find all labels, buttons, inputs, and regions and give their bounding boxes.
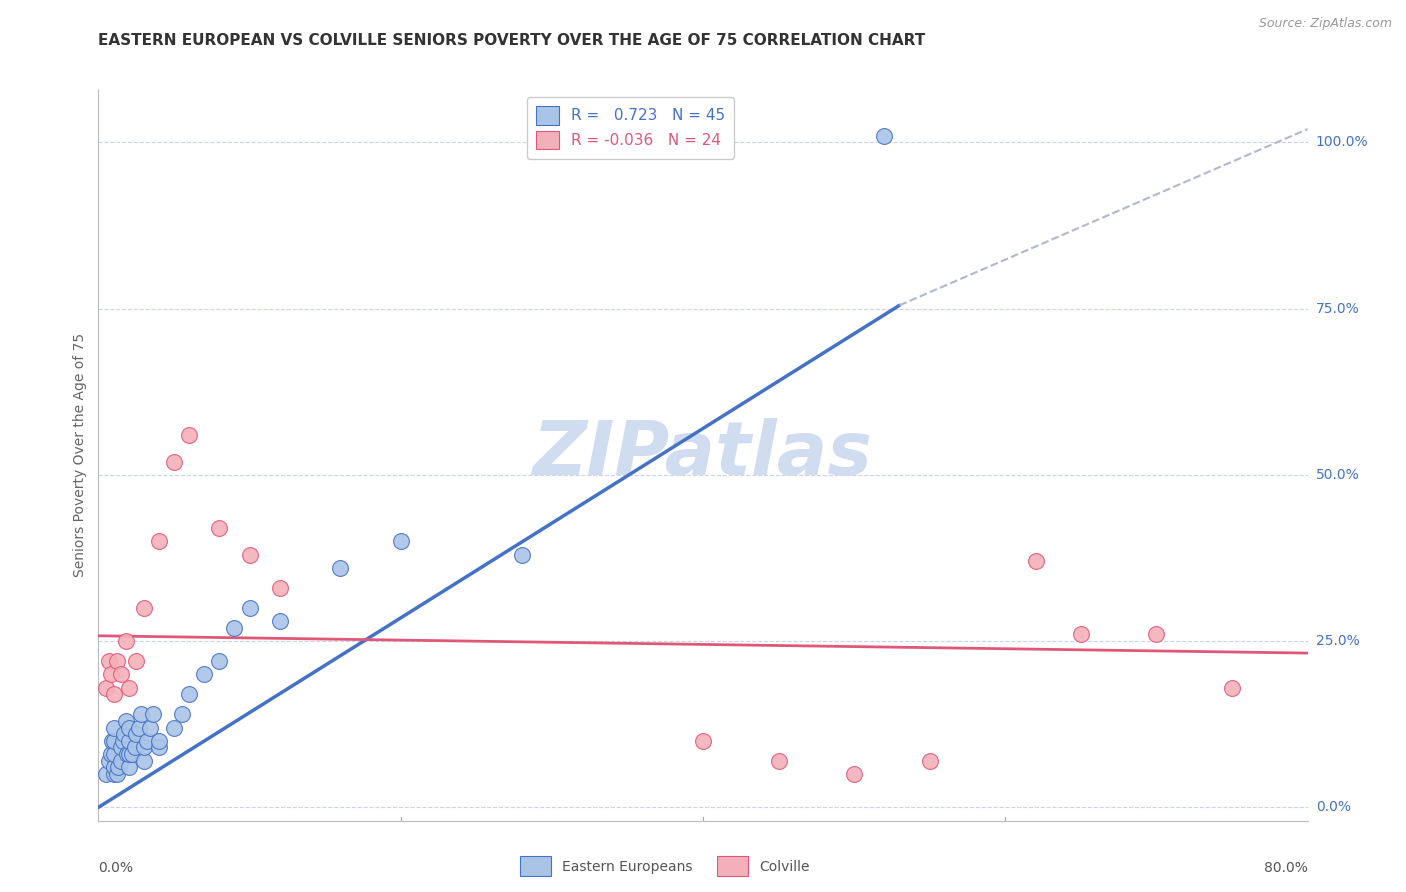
Point	[768, 754, 790, 768]
Legend: R =   0.723   N = 45, R = -0.036   N = 24: R = 0.723 N = 45, R = -0.036 N = 24	[527, 97, 734, 159]
Point	[121, 747, 143, 761]
Point	[124, 740, 146, 755]
Point	[1220, 681, 1243, 695]
Point	[139, 721, 162, 735]
Point	[163, 454, 186, 468]
Point	[177, 687, 201, 701]
Text: Eastern Europeans: Eastern Europeans	[562, 860, 693, 874]
Point	[148, 740, 170, 755]
Point	[118, 734, 141, 748]
Point	[103, 747, 125, 761]
Point	[148, 734, 170, 748]
Point	[389, 534, 412, 549]
Point	[129, 707, 152, 722]
Point	[269, 581, 291, 595]
Text: 0.0%: 0.0%	[1316, 800, 1351, 814]
Point	[101, 734, 124, 748]
Point	[118, 681, 141, 695]
Point	[115, 747, 138, 761]
Text: 75.0%: 75.0%	[1316, 301, 1360, 316]
Point	[103, 734, 125, 748]
Point	[510, 548, 533, 562]
Text: Source: ZipAtlas.com: Source: ZipAtlas.com	[1258, 17, 1392, 29]
Point	[163, 721, 186, 735]
Point	[98, 654, 121, 668]
Point	[114, 634, 136, 648]
Text: 0.0%: 0.0%	[98, 861, 134, 875]
Point	[873, 128, 896, 143]
Point	[112, 727, 135, 741]
Text: 100.0%: 100.0%	[1316, 136, 1368, 149]
Point	[110, 754, 132, 768]
Point	[103, 687, 125, 701]
Point	[111, 734, 134, 748]
Point	[105, 767, 128, 781]
Point	[128, 721, 150, 735]
Point	[118, 747, 141, 761]
Point	[94, 681, 117, 695]
Point	[132, 600, 155, 615]
Point	[918, 754, 941, 768]
Point	[110, 667, 132, 681]
Point	[105, 654, 128, 668]
Point	[193, 667, 215, 681]
Point	[208, 654, 231, 668]
Text: 50.0%: 50.0%	[1316, 468, 1360, 482]
Point	[103, 760, 125, 774]
Point	[132, 740, 155, 755]
Point	[692, 734, 714, 748]
Point	[125, 654, 148, 668]
Text: Colville: Colville	[759, 860, 810, 874]
Point	[98, 754, 121, 768]
Point	[103, 767, 125, 781]
Point	[1144, 627, 1167, 641]
Point	[148, 534, 170, 549]
Point	[1070, 627, 1092, 641]
Point	[110, 740, 132, 755]
Point	[239, 548, 262, 562]
Point	[177, 428, 201, 442]
Point	[239, 600, 262, 615]
Point	[125, 727, 148, 741]
Point	[114, 714, 136, 728]
Point	[107, 760, 129, 774]
Point	[118, 721, 141, 735]
Text: ZIPatlas: ZIPatlas	[533, 418, 873, 491]
Text: 80.0%: 80.0%	[1264, 861, 1308, 875]
Point	[329, 561, 352, 575]
Point	[844, 767, 866, 781]
Point	[269, 614, 291, 628]
Point	[142, 707, 165, 722]
Point	[94, 767, 117, 781]
Point	[224, 621, 246, 635]
Text: EASTERN EUROPEAN VS COLVILLE SENIORS POVERTY OVER THE AGE OF 75 CORRELATION CHAR: EASTERN EUROPEAN VS COLVILLE SENIORS POV…	[98, 33, 925, 47]
Point	[100, 667, 122, 681]
Y-axis label: Seniors Poverty Over the Age of 75: Seniors Poverty Over the Age of 75	[73, 333, 87, 577]
Point	[1024, 554, 1046, 568]
Point	[132, 754, 155, 768]
Point	[103, 721, 125, 735]
Point	[100, 747, 122, 761]
Point	[170, 707, 193, 722]
Point	[208, 521, 231, 535]
Point	[118, 760, 141, 774]
Text: 25.0%: 25.0%	[1316, 634, 1360, 648]
Point	[135, 734, 157, 748]
